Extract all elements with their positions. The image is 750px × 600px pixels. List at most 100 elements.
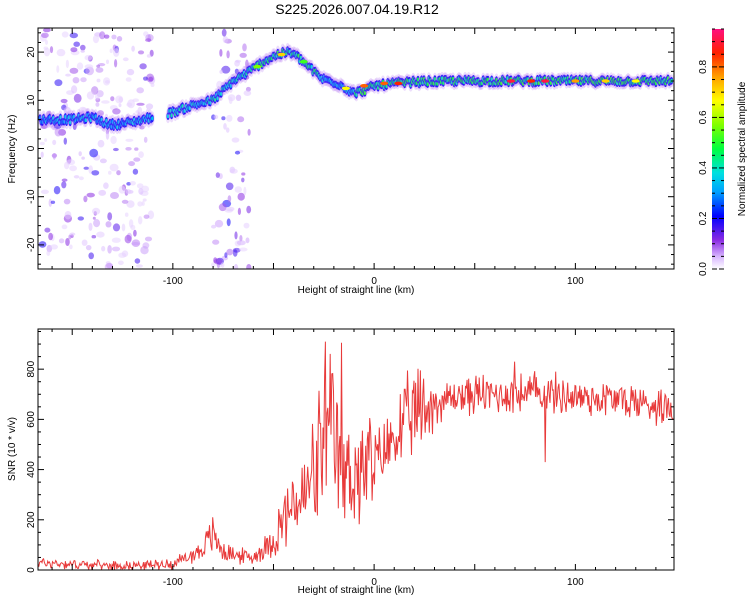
heatmap-hotspot <box>541 79 550 83</box>
heatmap-noise-cell <box>132 168 139 175</box>
heatmap-ridge-core <box>62 119 66 124</box>
heatmap-noise-cell <box>221 116 226 121</box>
heatmap-noise-cell <box>43 46 49 50</box>
heatmap-noise-cell <box>221 28 227 37</box>
heatmap-ridge-core <box>181 104 184 109</box>
heatmap-noise-cell <box>61 31 69 38</box>
heatmap-noise-cell <box>95 67 104 73</box>
heatmap-noise-cell <box>234 60 241 67</box>
heatmap-noise-cell <box>239 247 248 252</box>
heatmap-noise-cell <box>234 186 242 193</box>
heatmap-ridge-core <box>506 76 509 81</box>
heatmap-noise-cell <box>223 123 227 130</box>
heatmap-noise-cell <box>94 93 100 100</box>
heatmap-noise-cell <box>85 66 94 76</box>
heatmap-noise-cell <box>113 147 119 152</box>
heatmap-noise-cell <box>121 250 129 257</box>
heatmap-noise-cell <box>226 248 234 256</box>
heatmap-noise-cell <box>241 177 245 183</box>
heatmap-noise-cell <box>80 77 87 83</box>
heatmap-noise-cell <box>52 153 56 160</box>
heatmap-noise-cell <box>99 31 106 40</box>
snr-x-tick-label: 100 <box>567 577 584 588</box>
heatmap-noise-cell <box>139 63 147 70</box>
heatmap-hotspot <box>394 81 403 86</box>
heatmap-noise-cell <box>131 239 141 247</box>
heatmap-noise-cell <box>245 59 249 69</box>
heatmap-y-tick-label: 20 <box>26 46 37 58</box>
heatmap-noise-cell <box>111 34 117 40</box>
heatmap-noise-cell <box>219 49 223 57</box>
heatmap-noise-cell <box>88 252 94 260</box>
heatmap-noise-cell <box>89 148 99 158</box>
heatmap-noise-cell <box>225 182 234 191</box>
colorbar-tick-label: 0.2 <box>698 211 709 225</box>
snr-y-axis-label: SNR (10 * v/v) <box>7 417 18 481</box>
snr-y-tick-labels: 0 200 400 600 800 <box>26 360 37 572</box>
heatmap-ridge-core <box>433 77 437 82</box>
heatmap-ridge-core <box>416 77 420 82</box>
heatmap-noise-cell <box>96 231 105 238</box>
heatmap-noise-cell <box>121 199 129 204</box>
heatmap-noise-cell <box>124 234 132 244</box>
heatmap-noise-cell <box>104 262 114 269</box>
heatmap-noise-cell <box>245 237 250 244</box>
heatmap-ridge-core <box>105 118 108 123</box>
heatmap-noise-cell <box>133 229 137 237</box>
heatmap-ridge-core <box>64 114 67 119</box>
heatmap-noise-cell <box>138 216 143 225</box>
heatmap-ridge-core <box>229 83 232 88</box>
heatmap-noise-cell <box>126 102 133 107</box>
heatmap-noise-cell <box>110 96 115 102</box>
heatmap-noise-cell <box>133 157 141 162</box>
heatmap-ridge-core <box>310 64 313 69</box>
heatmap-noise-cell <box>146 54 152 58</box>
heatmap-noise-cell <box>145 38 152 42</box>
heatmap-noise-cell <box>143 136 148 143</box>
heatmap-noise-cell <box>97 110 104 117</box>
heatmap-noise-cell <box>225 127 230 133</box>
heatmap-noise-cell <box>101 245 106 252</box>
heatmap-noise-cell <box>65 59 69 69</box>
heatmap-noise-cell <box>50 200 56 204</box>
heatmap-noise-cell <box>80 49 85 53</box>
snr-y-tick-label: 400 <box>26 461 37 478</box>
heatmap-noise-cell <box>143 214 150 219</box>
heatmap-ridge-core <box>188 106 191 111</box>
heatmap-noise-cell <box>246 264 252 269</box>
heatmap-noise-cell <box>237 116 245 123</box>
heatmap-noise-cell <box>137 106 143 116</box>
heatmap-hotspot <box>253 64 262 69</box>
snr-series-line <box>38 341 674 570</box>
heatmap-ridge-core <box>209 100 212 105</box>
heatmap-noise-cell <box>58 238 65 244</box>
heatmap-ridge-core <box>426 82 429 87</box>
heatmap-noise-cell <box>226 218 231 227</box>
heatmap-y-tick-label: -10 <box>26 189 37 204</box>
heatmap-noise-cell <box>226 114 233 122</box>
heatmap-noise-cell <box>214 219 224 228</box>
heatmap-noise-cell <box>41 32 49 38</box>
heatmap-ridge-core <box>147 118 150 123</box>
heatmap-ridge-core <box>94 114 97 119</box>
colorbar-ticks: 0.0 0.2 0.4 0.6 0.8 <box>698 28 724 276</box>
heatmap-noise-cell <box>247 128 251 136</box>
heatmap-noise-cell <box>96 64 101 68</box>
heatmap-noise-cell <box>92 216 96 220</box>
heatmap-noise-cell <box>121 223 126 232</box>
heatmap-noise-cell <box>243 186 247 196</box>
heatmap-noise-cell <box>73 175 80 179</box>
heatmap-ridge-core <box>146 113 149 118</box>
heatmap-noise-cell <box>76 62 84 70</box>
heatmap-noise-cell <box>141 201 145 206</box>
heatmap-noise-cell <box>213 114 219 120</box>
heatmap-noise-cell <box>54 127 62 137</box>
heatmap-noise-cell <box>83 166 90 170</box>
heatmap-noise-cell <box>107 212 113 221</box>
heatmap-noise-cell <box>78 151 82 157</box>
colorbar-tick-label: 0.8 <box>698 60 709 74</box>
heatmap-noise-cell <box>63 137 67 145</box>
heatmap-noise-cell <box>135 264 143 268</box>
heatmap-hotspot <box>341 86 350 91</box>
heatmap-noise-cell <box>84 64 94 69</box>
